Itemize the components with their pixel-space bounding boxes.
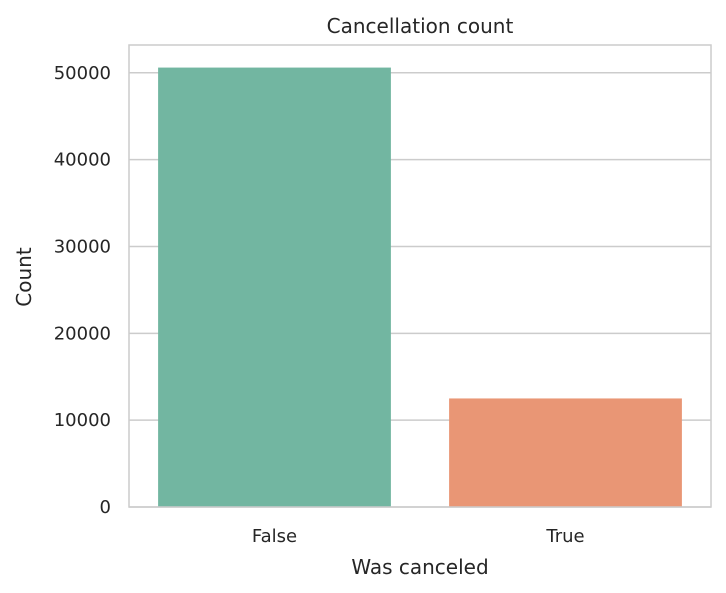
y-tick-label: 10000 xyxy=(54,410,111,431)
y-axis-label: Count xyxy=(12,247,36,307)
bars xyxy=(158,67,682,507)
x-tick-labels: False True xyxy=(252,526,585,547)
x-axis-label: Was canceled xyxy=(351,555,488,579)
y-tick-label: 50000 xyxy=(54,63,111,84)
chart-title: Cancellation count xyxy=(327,14,514,38)
bar-false xyxy=(158,67,391,507)
y-tick-label: 0 xyxy=(100,497,111,518)
y-tick-labels: 0 10000 20000 30000 40000 50000 xyxy=(54,63,111,518)
y-tick-label: 40000 xyxy=(54,150,111,171)
x-tick-label: True xyxy=(545,526,584,547)
plot-frame xyxy=(128,44,712,508)
x-tick-label: False xyxy=(252,526,297,547)
y-tick-label: 20000 xyxy=(54,323,111,344)
bar-true xyxy=(449,398,682,507)
y-tick-label: 30000 xyxy=(54,236,111,257)
